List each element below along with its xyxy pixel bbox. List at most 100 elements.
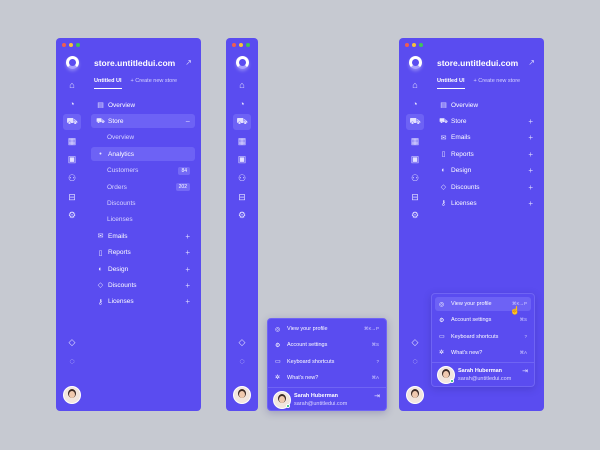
nav-item-reports[interactable]: ▯ Reports + (91, 246, 195, 260)
close-button[interactable] (62, 43, 66, 47)
rail-cart[interactable]: ⛟ (233, 114, 251, 131)
expand-icon[interactable]: + (185, 231, 190, 241)
nav-item-discounts[interactable]: ◇ Discounts + (434, 180, 538, 194)
menu-item-view-your-profile[interactable]: ◎ View your profile ⌘K→P (435, 297, 531, 311)
nav-item-licenses[interactable]: ⚷ Licenses + (91, 295, 195, 309)
nav-item-emails[interactable]: ✉ Emails + (91, 229, 195, 243)
expand-icon[interactable]: + (528, 149, 533, 159)
nav-item-discounts[interactable]: Discounts (91, 196, 195, 210)
avatar[interactable] (63, 386, 81, 404)
nav-item-label: Orders (107, 183, 127, 191)
nav-item-design[interactable]: ◐ Design + (434, 164, 538, 178)
nav-item-licenses[interactable]: Licenses (91, 213, 195, 227)
report-icon: ▯ (441, 151, 446, 159)
nav-item-reports[interactable]: ▯ Reports + (434, 147, 538, 161)
menu-item-keyboard-shortcuts[interactable]: ▭ Keyboard shortcuts? (435, 330, 531, 344)
rail-chat[interactable]: ◌ (233, 353, 251, 369)
expand-icon[interactable]: + (185, 280, 190, 290)
zoom-button[interactable] (419, 43, 423, 47)
rail-calendar[interactable]: ▣ (406, 152, 424, 168)
create-store-button[interactable]: + Create new store (473, 78, 521, 84)
chat-icon: ◌ (69, 356, 75, 366)
rail-gear[interactable]: ⚙ (406, 208, 424, 224)
tab-untitled-ui[interactable]: Untitled UI (94, 78, 122, 89)
rail-chart[interactable]: ◔ (406, 96, 424, 112)
calendar-icon: ▣ (67, 154, 77, 165)
rail-chart[interactable]: ◔ (233, 96, 251, 112)
design-icon: ◐ (98, 265, 103, 273)
menu-item-keyboard-shortcuts[interactable]: ▭ Keyboard shortcuts? (271, 355, 383, 369)
rail-inbox[interactable]: ⊟ (233, 189, 251, 205)
rail-calendar[interactable]: ▣ (233, 152, 251, 168)
zoom-button[interactable] (246, 43, 250, 47)
rail-cart[interactable]: ⛟ (406, 114, 424, 131)
rail-tag[interactable]: ◇ (233, 334, 251, 350)
rail-gear[interactable]: ⚙ (233, 208, 251, 224)
menu-item-label: Account settings (451, 317, 492, 324)
expand-icon[interactable]: + (528, 198, 533, 208)
nav-item-discounts[interactable]: ◇ Discounts + (91, 278, 195, 292)
rail-grid[interactable]: ▦ (233, 133, 251, 149)
expand-icon[interactable]: + (185, 248, 190, 258)
rail-users[interactable]: ⚇ (406, 171, 424, 187)
rail-grid[interactable]: ▦ (63, 133, 81, 149)
rail-users[interactable]: ⚇ (63, 171, 81, 187)
rail-home[interactable]: ⌂ (63, 77, 81, 93)
menu-item-what-s-new-[interactable]: ✲ What's new? ⌘A (271, 371, 383, 385)
tag-icon: ◇ (238, 336, 246, 347)
nav-item-orders[interactable]: Orders 202 (91, 180, 195, 194)
rail-chat[interactable]: ◌ (406, 353, 424, 369)
nav-item-customers[interactable]: Customers 84 (91, 164, 195, 178)
gear-icon: ⚙ (237, 210, 247, 221)
expand-icon[interactable]: + (528, 182, 533, 192)
minimize-button[interactable] (239, 43, 243, 47)
expand-icon[interactable]: + (185, 297, 190, 307)
rail-calendar[interactable]: ▣ (63, 152, 81, 168)
menu-item-what-s-new-[interactable]: ✲ What's new? ⌘A (435, 346, 531, 360)
rail-inbox[interactable]: ⊟ (406, 189, 424, 205)
nav-item-overview[interactable]: ▤ Overview (91, 98, 195, 112)
expand-icon[interactable]: + (528, 133, 533, 143)
nav-item-analytics[interactable]: • Analytics (91, 147, 195, 162)
nav-item-store[interactable]: ⛟ Store − (91, 114, 195, 129)
nav-item-design[interactable]: ◐ Design + (91, 262, 195, 276)
chat-icon: ◌ (412, 356, 418, 366)
avatar[interactable] (233, 386, 251, 404)
collapse-icon[interactable]: − (185, 116, 190, 126)
expand-icon[interactable]: + (528, 166, 533, 176)
minimize-button[interactable] (69, 43, 73, 47)
create-store-button[interactable]: + Create new store (130, 78, 178, 84)
rail-chat[interactable]: ◌ (63, 353, 81, 369)
logout-icon[interactable]: ⇥ (374, 393, 380, 400)
rail-gear[interactable]: ⚙ (63, 208, 81, 224)
rail-chart[interactable]: ◔ (63, 96, 81, 112)
nav-item-store[interactable]: ⛟ Store + (434, 114, 538, 128)
minimize-button[interactable] (412, 43, 416, 47)
nav-item-label: Licenses (451, 199, 477, 207)
expand-icon[interactable]: + (528, 116, 533, 126)
menu-item-account-settings[interactable]: ⚙ Account settings ⌘S (271, 338, 383, 352)
menu-item-view-your-profile[interactable]: ◎ View your profile ⌘K→P (271, 322, 383, 336)
avatar[interactable] (406, 386, 424, 404)
inbox-icon: ⊟ (68, 191, 76, 202)
nav-item-overview[interactable]: Overview (91, 131, 195, 145)
rail-users[interactable]: ⚇ (233, 171, 251, 187)
menu-item-account-settings[interactable]: ⚙ Account settings ⌘S (435, 313, 531, 327)
nav-item-emails[interactable]: ✉ Emails + (434, 131, 538, 145)
zoom-button[interactable] (76, 43, 80, 47)
rail-tag[interactable]: ◇ (63, 334, 81, 350)
rail-tag[interactable]: ◇ (406, 334, 424, 350)
rail-home[interactable]: ⌂ (233, 77, 251, 93)
close-button[interactable] (405, 43, 409, 47)
logout-icon[interactable]: ⇥ (522, 368, 528, 375)
close-button[interactable] (232, 43, 236, 47)
rail-home[interactable]: ⌂ (406, 77, 424, 93)
tab-untitled-ui[interactable]: Untitled UI (437, 78, 465, 89)
nav-item-licenses[interactable]: ⚷ Licenses + (434, 196, 538, 210)
expand-icon[interactable]: + (185, 264, 190, 274)
nav-item-overview[interactable]: ▤ Overview (434, 98, 538, 112)
rail-grid[interactable]: ▦ (406, 133, 424, 149)
calendar-icon: ▣ (237, 154, 247, 165)
rail-inbox[interactable]: ⊟ (63, 189, 81, 205)
rail-cart[interactable]: ⛟ (63, 114, 81, 131)
